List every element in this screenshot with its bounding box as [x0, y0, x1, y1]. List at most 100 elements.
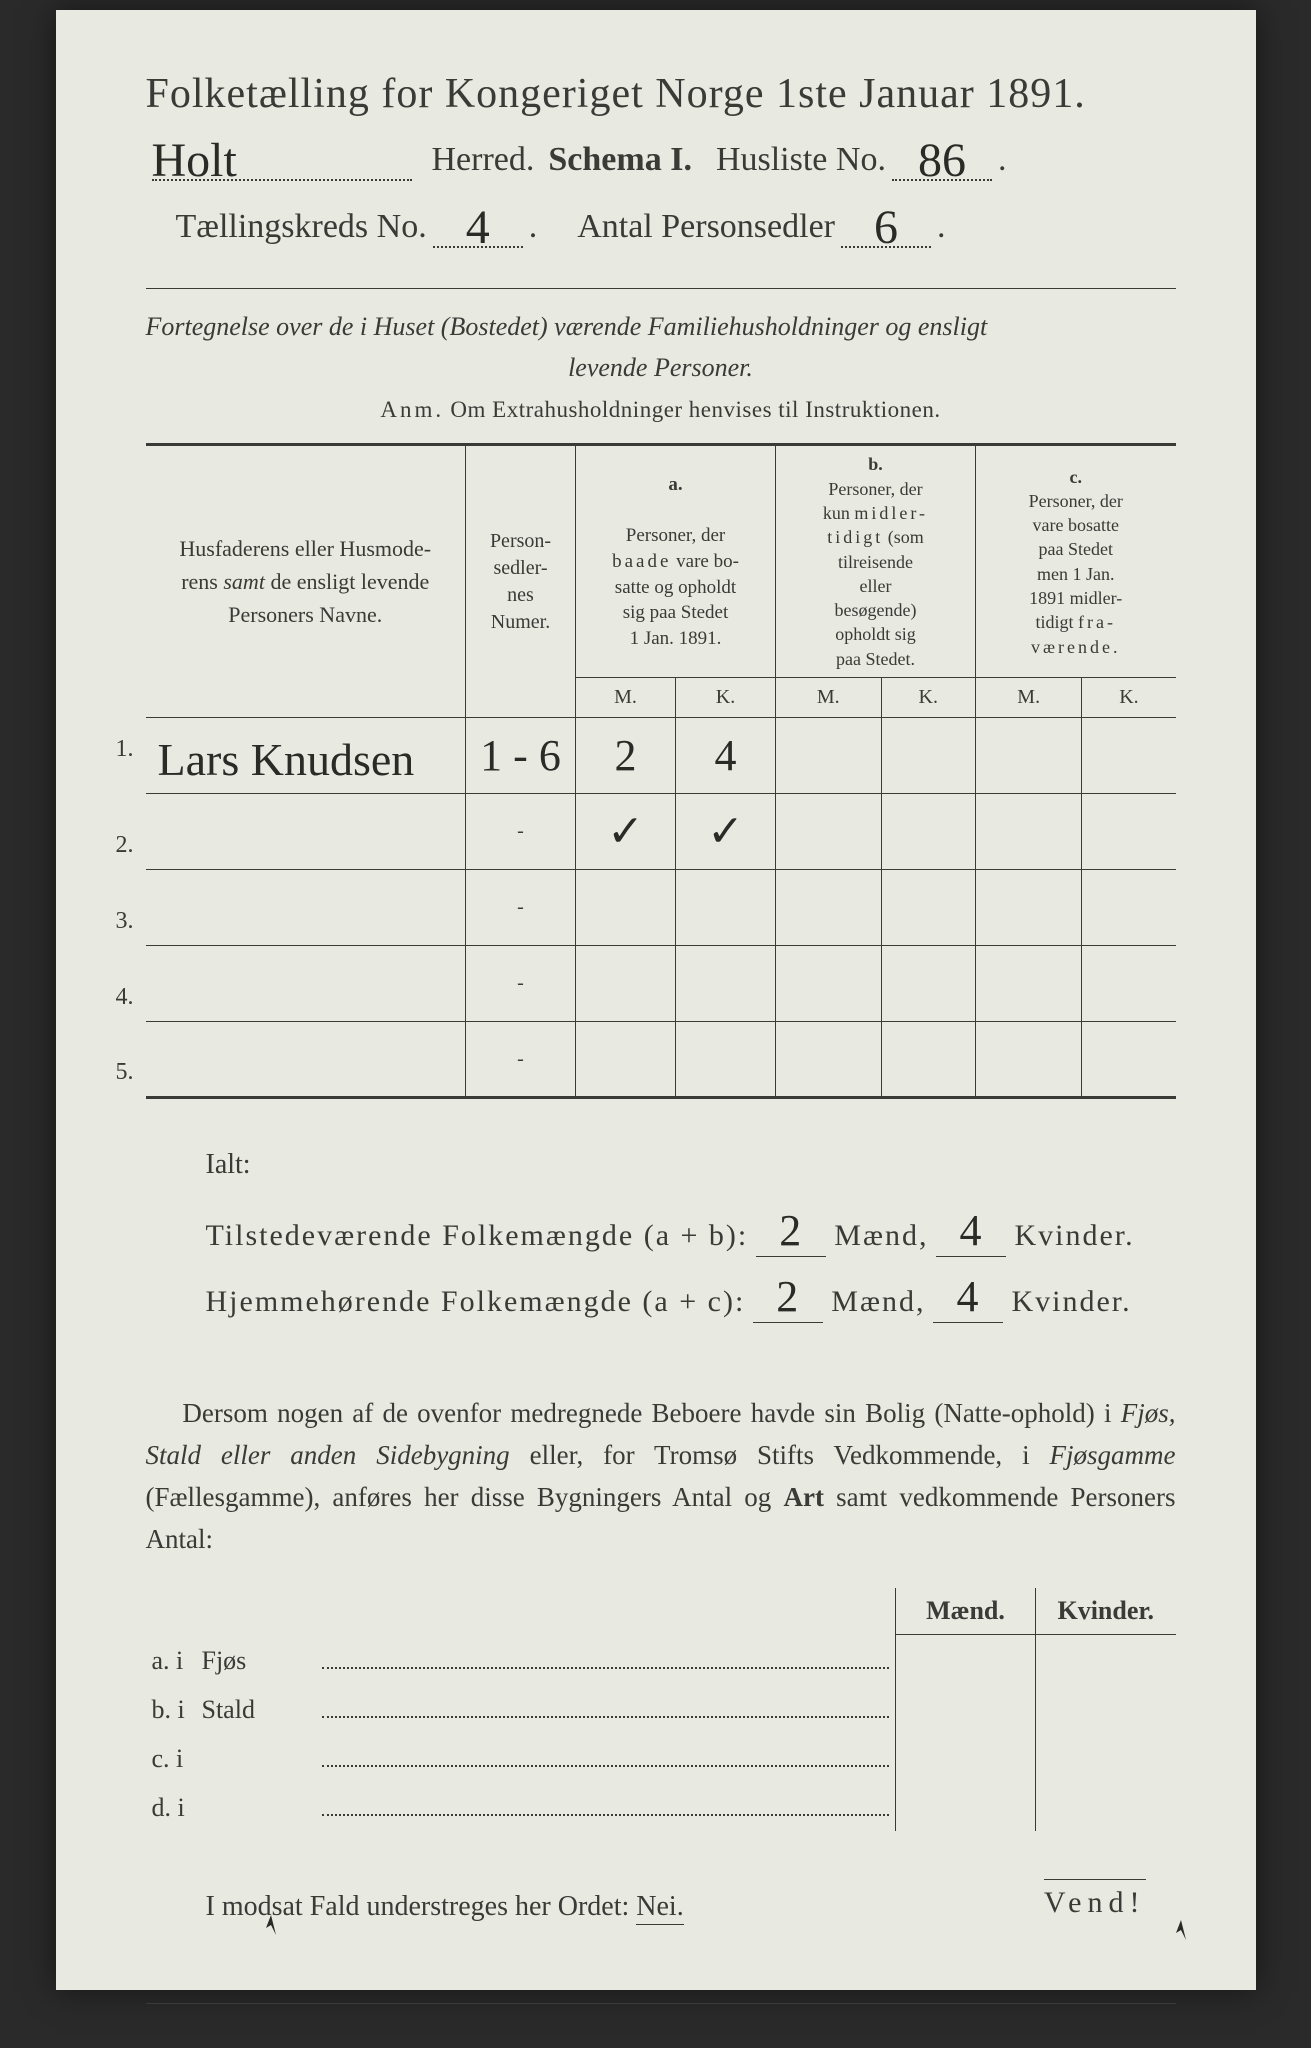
col-name-header: Husfaderens eller Husmode-rens samt de e… [146, 445, 466, 718]
kreds-label: Tællingskreds No. [176, 208, 427, 246]
col-b-m: M. [776, 678, 882, 718]
table-row: 3.- [146, 870, 1176, 946]
cell-c-k [1082, 946, 1176, 1022]
dotted-leader [322, 1790, 890, 1816]
numer-value: - [517, 972, 524, 994]
side-row-m [896, 1733, 1036, 1782]
cell-name: 5. [146, 1022, 466, 1098]
cell-c-m [975, 870, 1081, 946]
cell-a-m [576, 870, 676, 946]
summary2-label: Hjemmehørende Folkemængde (a + c): [206, 1285, 746, 1319]
table-row: 2.-✓✓ [146, 794, 1176, 870]
cell-a-k: ✓ [676, 794, 776, 870]
cell-a-k [676, 870, 776, 946]
side-row-k [1036, 1782, 1176, 1831]
modsat-line: I modsat Fald understreges her Ordet: Ne… [206, 1891, 1176, 1923]
cell-numer: 1 - 6 [466, 718, 576, 794]
col-a-m: M. [576, 678, 676, 718]
summary1-m-field: 2 [756, 1205, 826, 1257]
summary2-k-value: 4 [956, 1272, 980, 1321]
totals-block: Ialt: Tilstedeværende Folkemængde (a + b… [206, 1149, 1176, 1323]
side-row-dots [316, 1635, 896, 1684]
cell-a-k: 4 [676, 718, 776, 794]
col-c-m: M. [975, 678, 1081, 718]
kreds-dot: . [529, 208, 538, 246]
side-blank-3 [316, 1588, 896, 1635]
side-row-dots [316, 1782, 896, 1831]
summary-line-1: Tilstedeværende Folkemængde (a + b): 2 M… [206, 1205, 1176, 1257]
side-head-m: Mænd. [896, 1588, 1036, 1635]
cell-c-m [975, 794, 1081, 870]
herred-field: Holt [152, 136, 412, 181]
cell-name: 1.Lars Knudsen [146, 718, 466, 794]
cell-a-m [576, 946, 676, 1022]
row-number: 3. [116, 908, 134, 935]
header-line-2: Holt Herred. Schema I. Husliste No. 86 . [146, 136, 1176, 181]
a-k-value: 4 [715, 731, 737, 780]
numer-value: 1 - 6 [480, 731, 561, 780]
row-number: 2. [116, 832, 134, 859]
cell-b-m [776, 870, 882, 946]
side-table-row: d. i [146, 1782, 1176, 1831]
herred-label: Herred. [432, 141, 535, 179]
row-number: 5. [116, 1059, 134, 1086]
side-row-label: d. i [146, 1782, 196, 1831]
summary2-maend: Mænd, [831, 1285, 925, 1319]
row-number: 4. [116, 984, 134, 1011]
side-row-k [1036, 1684, 1176, 1733]
side-row-m [896, 1684, 1036, 1733]
header-line-3: Tællingskreds No. 4 . Antal Personsedler… [146, 203, 1176, 248]
cell-b-m [776, 794, 882, 870]
husliste-value: 86 [918, 142, 966, 180]
page-title: Folketælling for Kongeriget Norge 1ste J… [146, 70, 1176, 118]
personsedler-value: 6 [874, 209, 898, 247]
cell-numer: - [466, 870, 576, 946]
summary2-k-field: 4 [933, 1271, 1003, 1323]
cell-a-m: ✓ [576, 794, 676, 870]
col-a-k: K. [676, 678, 776, 718]
cell-name: 2. [146, 794, 466, 870]
side-row-m [896, 1782, 1036, 1831]
household-table: Husfaderens eller Husmode-rens samt de e… [146, 443, 1176, 1099]
side-blank-1 [146, 1588, 196, 1635]
side-building-paragraph: Dersom nogen af de ovenfor medregnede Be… [146, 1393, 1176, 1560]
cell-a-k [676, 1022, 776, 1098]
table-row: 4. - [146, 946, 1176, 1022]
side-table-row: a. iFjøs [146, 1635, 1176, 1684]
side-row-dots [316, 1733, 896, 1782]
side-row-label: a. i [146, 1635, 196, 1684]
personsedler-label: Antal Personsedler [577, 208, 835, 246]
cell-c-k [1082, 718, 1176, 794]
cell-c-k [1082, 794, 1176, 870]
anm-text: Om Extrahusholdninger henvises til Instr… [450, 397, 940, 422]
cell-b-m [776, 718, 882, 794]
side-row-k [1036, 1635, 1176, 1684]
table-row: 1.Lars Knudsen1 - 624 [146, 718, 1176, 794]
personsedler-field: 6 [841, 203, 931, 248]
side-row-m [896, 1635, 1036, 1684]
husliste-label: Husliste No. [716, 141, 886, 179]
cell-numer: - [466, 946, 576, 1022]
subtitle-line2: levende Personer. [146, 353, 1176, 383]
kreds-value: 4 [466, 209, 490, 247]
summary1-k-value: 4 [959, 1206, 983, 1255]
anm-note: Anm. Om Extrahusholdninger henvises til … [146, 397, 1176, 423]
cell-c-m [975, 718, 1081, 794]
numer-value: - [517, 1048, 524, 1070]
cell-numer: - [466, 794, 576, 870]
cell-b-m [776, 1022, 882, 1098]
cell-b-m [776, 946, 882, 1022]
cell-b-k [881, 870, 975, 946]
side-row-label: b. i [146, 1684, 196, 1733]
side-row-k [1036, 1733, 1176, 1782]
numer-value: - [517, 896, 524, 918]
cell-name: 4. [146, 946, 466, 1022]
col-c-header: c.Personer, dervare bosattepaa Stedetmen… [975, 445, 1175, 678]
cell-c-k [1082, 870, 1176, 946]
side-row-label: c. i [146, 1733, 196, 1782]
divider-2 [146, 2003, 1176, 2004]
row-name-value: Lars Knudsen [158, 742, 415, 779]
subtitle-line1: Fortegnelse over de i Huset (Bostedet) v… [146, 309, 1176, 345]
herred-value: Holt [152, 142, 237, 180]
summary1-label: Tilstedeværende Folkemængde (a + b): [206, 1219, 749, 1253]
